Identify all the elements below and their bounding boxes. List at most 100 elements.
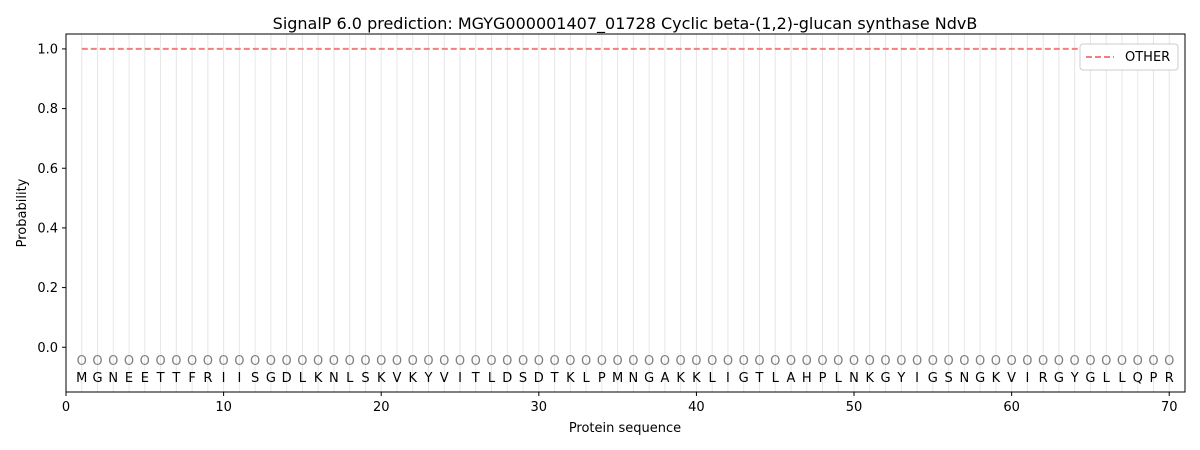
region-label: O <box>360 354 370 369</box>
residue-label: Y <box>424 371 433 386</box>
residue-label: R <box>1165 371 1174 386</box>
region-label: O <box>802 354 812 369</box>
region-label: O <box>833 354 843 369</box>
region-label: O <box>707 354 717 369</box>
residue-label: K <box>992 371 1001 386</box>
y-tick-label: 0.2 <box>37 281 58 296</box>
region-label: O <box>266 354 276 369</box>
residue-label: L <box>582 371 590 386</box>
x-axis-ticks: 0 10 20 30 40 50 60 70 <box>62 392 1178 415</box>
y-tick-label: 0.6 <box>37 162 58 177</box>
residue-label: L <box>772 371 780 386</box>
residue-label: Y <box>896 371 905 386</box>
residue-label: G <box>1085 371 1095 386</box>
residue-label: I <box>915 371 919 386</box>
residue-label: N <box>329 371 339 386</box>
region-label: O <box>1148 354 1158 369</box>
residue-label: T <box>471 371 480 386</box>
x-tick-label: 40 <box>688 400 705 415</box>
region-label: O <box>1007 354 1017 369</box>
legend-box <box>1079 43 1179 71</box>
residue-label: G <box>881 371 891 386</box>
residue-label: V <box>440 371 449 386</box>
region-label: O <box>1038 354 1048 369</box>
residue-label: H <box>802 371 812 386</box>
region-label: O <box>896 354 906 369</box>
residue-label: N <box>959 371 969 386</box>
residue-label: E <box>141 371 149 386</box>
residue-label: N <box>849 371 859 386</box>
region-label: O <box>975 354 985 369</box>
residue-label: P <box>598 371 606 386</box>
residue-label: G <box>92 371 102 386</box>
residue-grid-lines <box>81 34 1170 392</box>
residue-label: V <box>393 371 402 386</box>
x-tick-label: 60 <box>1003 400 1020 415</box>
region-label: O <box>991 354 1001 369</box>
residue-label: S <box>944 371 952 386</box>
residue-label: L <box>346 371 354 386</box>
region-label: O <box>155 354 165 369</box>
region-label: O <box>486 354 496 369</box>
residue-label: P <box>819 371 827 386</box>
region-label: O <box>723 354 733 369</box>
region-label: O <box>581 354 591 369</box>
region-label: O <box>313 354 323 369</box>
residue-label: G <box>739 371 749 386</box>
residue-label: S <box>251 371 259 386</box>
residue-label: K <box>566 371 575 386</box>
region-label: O <box>1164 354 1174 369</box>
x-tick-label: 70 <box>1161 400 1178 415</box>
region-label: O <box>1133 354 1143 369</box>
region-label: O <box>124 354 134 369</box>
region-label: O <box>502 354 512 369</box>
region-label: O <box>471 354 481 369</box>
chart-title: SignalP 6.0 prediction: MGYG000001407_01… <box>273 14 978 34</box>
region-label: O <box>518 354 528 369</box>
residue-label: G <box>644 371 654 386</box>
region-label: O <box>1085 354 1095 369</box>
region-label: O <box>943 354 953 369</box>
legend: OTHER <box>1079 43 1179 71</box>
legend-label-other: OTHER <box>1125 50 1170 65</box>
region-label: O <box>912 354 922 369</box>
x-tick-label: 20 <box>373 400 390 415</box>
region-label: O <box>455 354 465 369</box>
residue-label: M <box>612 371 623 386</box>
residue-label: K <box>377 371 386 386</box>
residue-label: I <box>222 371 226 386</box>
region-label: O <box>1022 354 1032 369</box>
region-label: O <box>423 354 433 369</box>
residue-label: A <box>660 371 669 386</box>
region-label: O <box>770 354 780 369</box>
residue-label: S <box>361 371 369 386</box>
region-label: O <box>928 354 938 369</box>
residue-label: R <box>1039 371 1048 386</box>
region-label: O <box>628 354 638 369</box>
residue-label: T <box>171 371 180 386</box>
region-label: O <box>392 354 402 369</box>
residue-label: I <box>458 371 462 386</box>
residue-label: L <box>1118 371 1126 386</box>
region-label: O <box>676 354 686 369</box>
region-label: O <box>565 354 575 369</box>
residue-label: T <box>550 371 559 386</box>
residue-label: T <box>156 371 165 386</box>
residue-label: P <box>1150 371 1158 386</box>
region-label: O <box>1070 354 1080 369</box>
region-label: O <box>849 354 859 369</box>
y-tick-label: 1.0 <box>37 42 58 57</box>
residue-label: G <box>928 371 938 386</box>
region-label: O <box>140 354 150 369</box>
region-label: O <box>786 354 796 369</box>
y-axis-ticks: 0.0 0.2 0.4 0.6 0.8 1.0 <box>37 42 66 356</box>
x-tick-label: 0 <box>62 400 70 415</box>
residue-label: I <box>1025 371 1029 386</box>
region-label: O <box>597 354 607 369</box>
region-label: O <box>865 354 875 369</box>
region-label: O <box>92 354 102 369</box>
region-label: O <box>329 354 339 369</box>
residue-label: G <box>1054 371 1064 386</box>
y-tick-label: 0.0 <box>37 341 58 356</box>
residue-label: N <box>629 371 639 386</box>
